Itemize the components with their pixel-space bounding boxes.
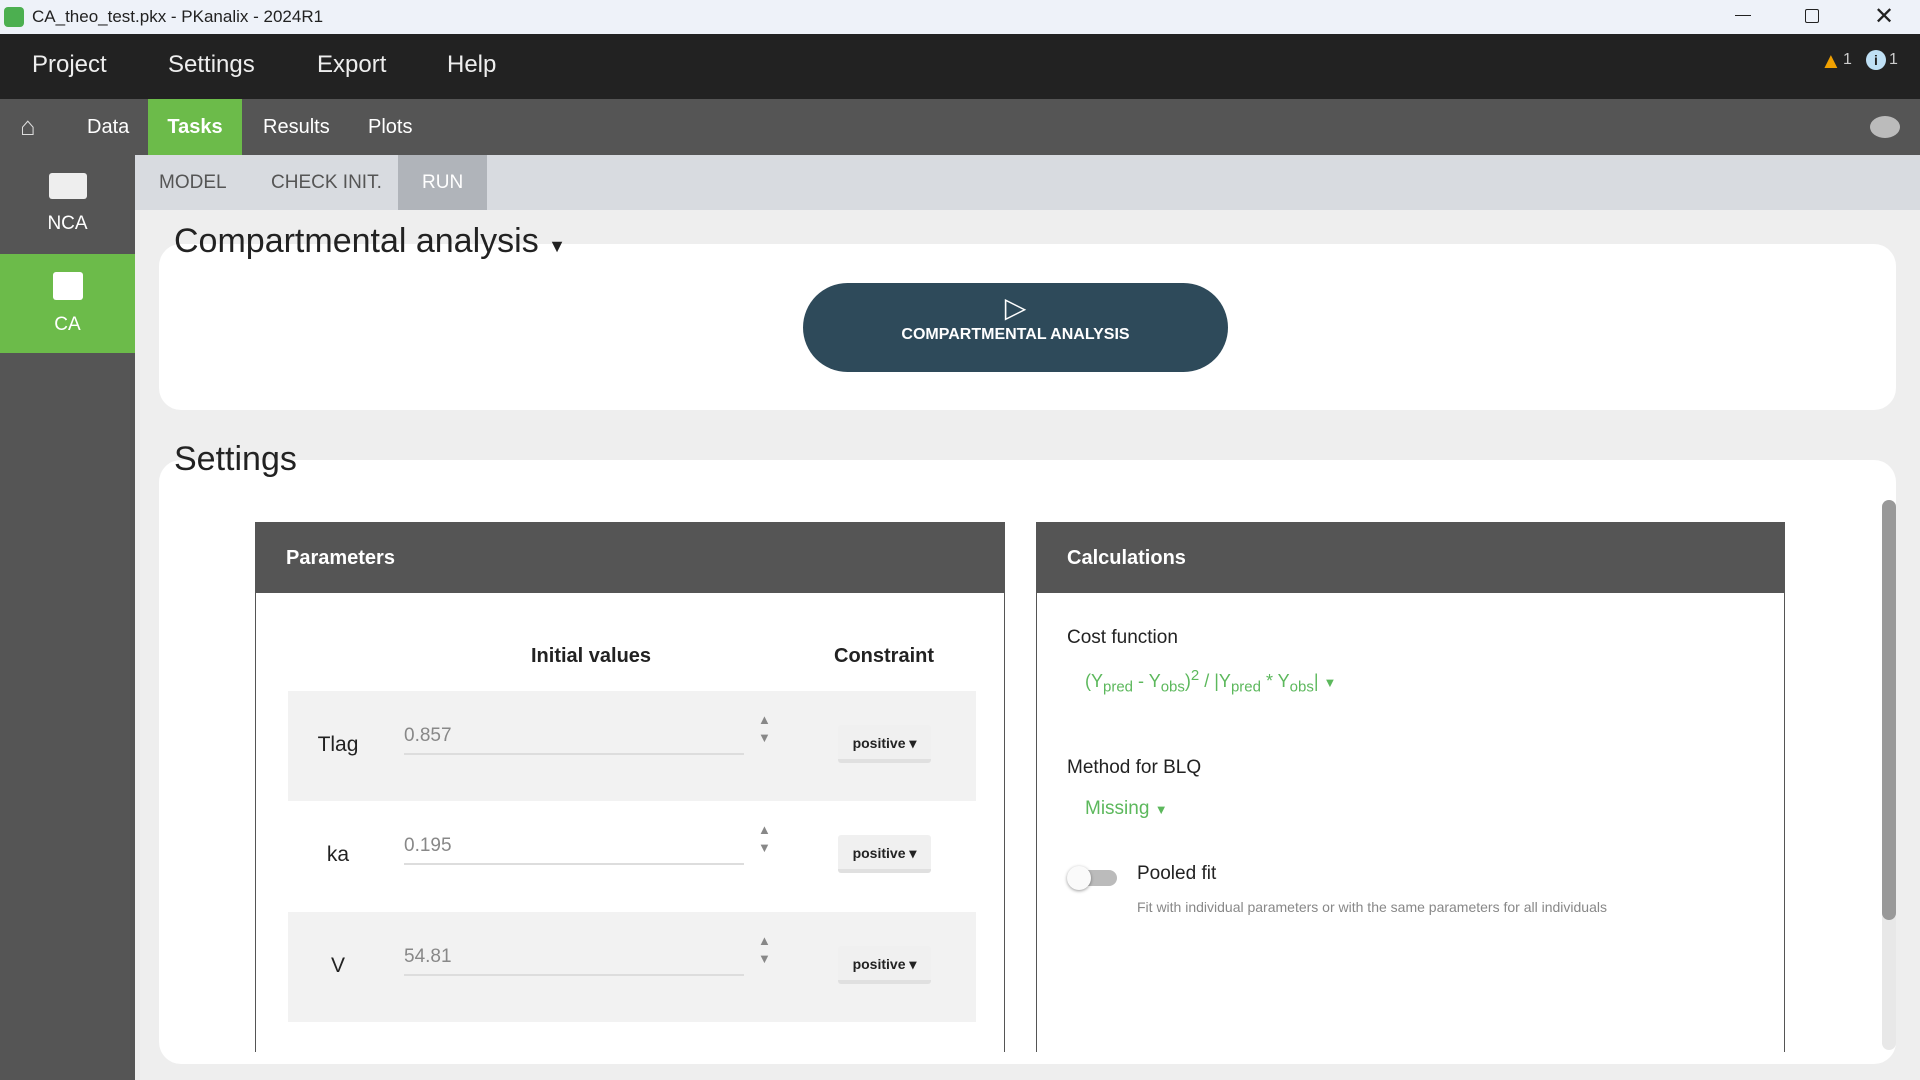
run-compartmental-analysis-button[interactable]: ▷ COMPARTMENTAL ANALYSIS — [803, 283, 1228, 372]
subtab-model[interactable]: MODEL — [159, 172, 227, 193]
app-logo-icon — [4, 7, 24, 27]
scrollbar-thumb[interactable] — [1882, 500, 1896, 920]
stepper-icon[interactable]: ▲ ▼ — [758, 933, 771, 966]
play-icon: ▷ — [1004, 292, 1027, 323]
nav-bar: ⌂ Data Tasks Results Plots — [0, 99, 1920, 155]
blq-method-dropdown[interactable]: Missing ▼ — [1085, 798, 1168, 819]
initial-value-input[interactable] — [404, 829, 744, 865]
menu-bar: Project Settings Export Help ▲ 1 i 1 — [0, 34, 1920, 99]
window-title: CA_theo_test.pkx - PKanalix - 2024R1 — [32, 7, 324, 26]
constraint-header: Constraint — [834, 645, 934, 667]
title-bar: CA_theo_test.pkx - PKanalix - 2024R1 ✕ — [0, 0, 1920, 34]
initial-value-input[interactable] — [404, 719, 744, 755]
parameters-header: Parameters — [256, 523, 1004, 593]
constraint-dropdown[interactable]: positive ▾ — [838, 725, 931, 763]
cost-function-dropdown[interactable]: (Ypred - Yobs)2 / |Ypred * Yobs| ▼ — [1085, 667, 1337, 696]
caret-down-icon: ▼ — [1154, 802, 1168, 817]
box-icon — [48, 173, 87, 199]
sidebar-item-nca[interactable]: NCA — [0, 155, 135, 254]
settings-title: Settings — [174, 440, 297, 478]
warning-count: 1 — [1843, 51, 1852, 68]
scrollbar[interactable] — [1882, 500, 1896, 1050]
pooled-fit-label: Pooled fit — [1137, 863, 1217, 884]
pooled-fit-toggle[interactable] — [1067, 866, 1119, 890]
parameter-row: V ▲▼ positive ▾ — [288, 912, 976, 1022]
menu-project[interactable]: Project — [32, 51, 107, 78]
tab-results[interactable]: Results — [263, 116, 330, 138]
run-button-label: COMPARTMENTAL ANALYSIS — [901, 326, 1130, 343]
pooled-fit-help: Fit with individual parameters or with t… — [1137, 899, 1607, 915]
restore-button[interactable] — [1805, 9, 1819, 23]
sidebar-item-ca[interactable]: CA — [0, 254, 135, 353]
sidebar: NCA CA — [0, 155, 135, 1080]
tab-plots[interactable]: Plots — [368, 116, 413, 138]
parameters-panel: Parameters Initial values Constraint Tla… — [255, 522, 1005, 1052]
constraint-dropdown[interactable]: positive ▾ — [838, 946, 931, 984]
caret-down-icon: ▼ — [1323, 675, 1337, 690]
info-icon[interactable]: i — [1866, 50, 1886, 70]
calculations-panel: Calculations Cost function (Ypred - Yobs… — [1036, 522, 1785, 1052]
menu-export[interactable]: Export — [317, 51, 387, 78]
parameter-row: Tlag ▲▼ positive ▾ — [288, 691, 976, 801]
chevron-down-icon: ▼ — [548, 236, 566, 256]
parameter-name: V — [330, 954, 345, 977]
tab-data[interactable]: Data — [87, 116, 130, 138]
initial-values-header: Initial values — [531, 645, 652, 667]
subtab-run[interactable]: RUN — [398, 155, 488, 210]
parameter-name: ka — [326, 843, 350, 866]
box-icon — [52, 272, 83, 300]
warning-icon[interactable]: ▲ — [1820, 48, 1842, 73]
menu-help[interactable]: Help — [447, 51, 497, 78]
parameter-row: ka ▲▼ positive ▾ — [288, 801, 976, 911]
run-title[interactable]: Compartmental analysis ▼ — [174, 222, 566, 260]
cost-function-label: Cost function — [1067, 627, 1178, 648]
chat-icon[interactable] — [1870, 116, 1900, 138]
home-icon[interactable]: ⌂ — [20, 111, 36, 141]
calculations-header: Calculations — [1037, 523, 1784, 593]
sidebar-item-label: CA — [54, 314, 81, 335]
subtab-check-init[interactable]: CHECK INIT. — [271, 172, 382, 193]
tab-tasks[interactable]: Tasks — [148, 99, 242, 155]
initial-value-input[interactable] — [404, 940, 744, 976]
sub-tab-bar: MODEL CHECK INIT. RUN — [135, 155, 1920, 210]
stepper-icon[interactable]: ▲ ▼ — [758, 822, 771, 855]
sidebar-item-label: NCA — [47, 213, 88, 234]
menu-settings[interactable]: Settings — [168, 51, 255, 78]
parameter-name: Tlag — [317, 733, 359, 756]
stepper-icon[interactable]: ▲ ▼ — [758, 712, 771, 745]
constraint-dropdown[interactable]: positive ▾ — [838, 835, 931, 873]
minimize-button[interactable] — [1735, 15, 1751, 16]
close-button[interactable]: ✕ — [1874, 3, 1895, 30]
info-count: 1 — [1889, 51, 1898, 68]
blq-method-label: Method for BLQ — [1067, 757, 1202, 778]
